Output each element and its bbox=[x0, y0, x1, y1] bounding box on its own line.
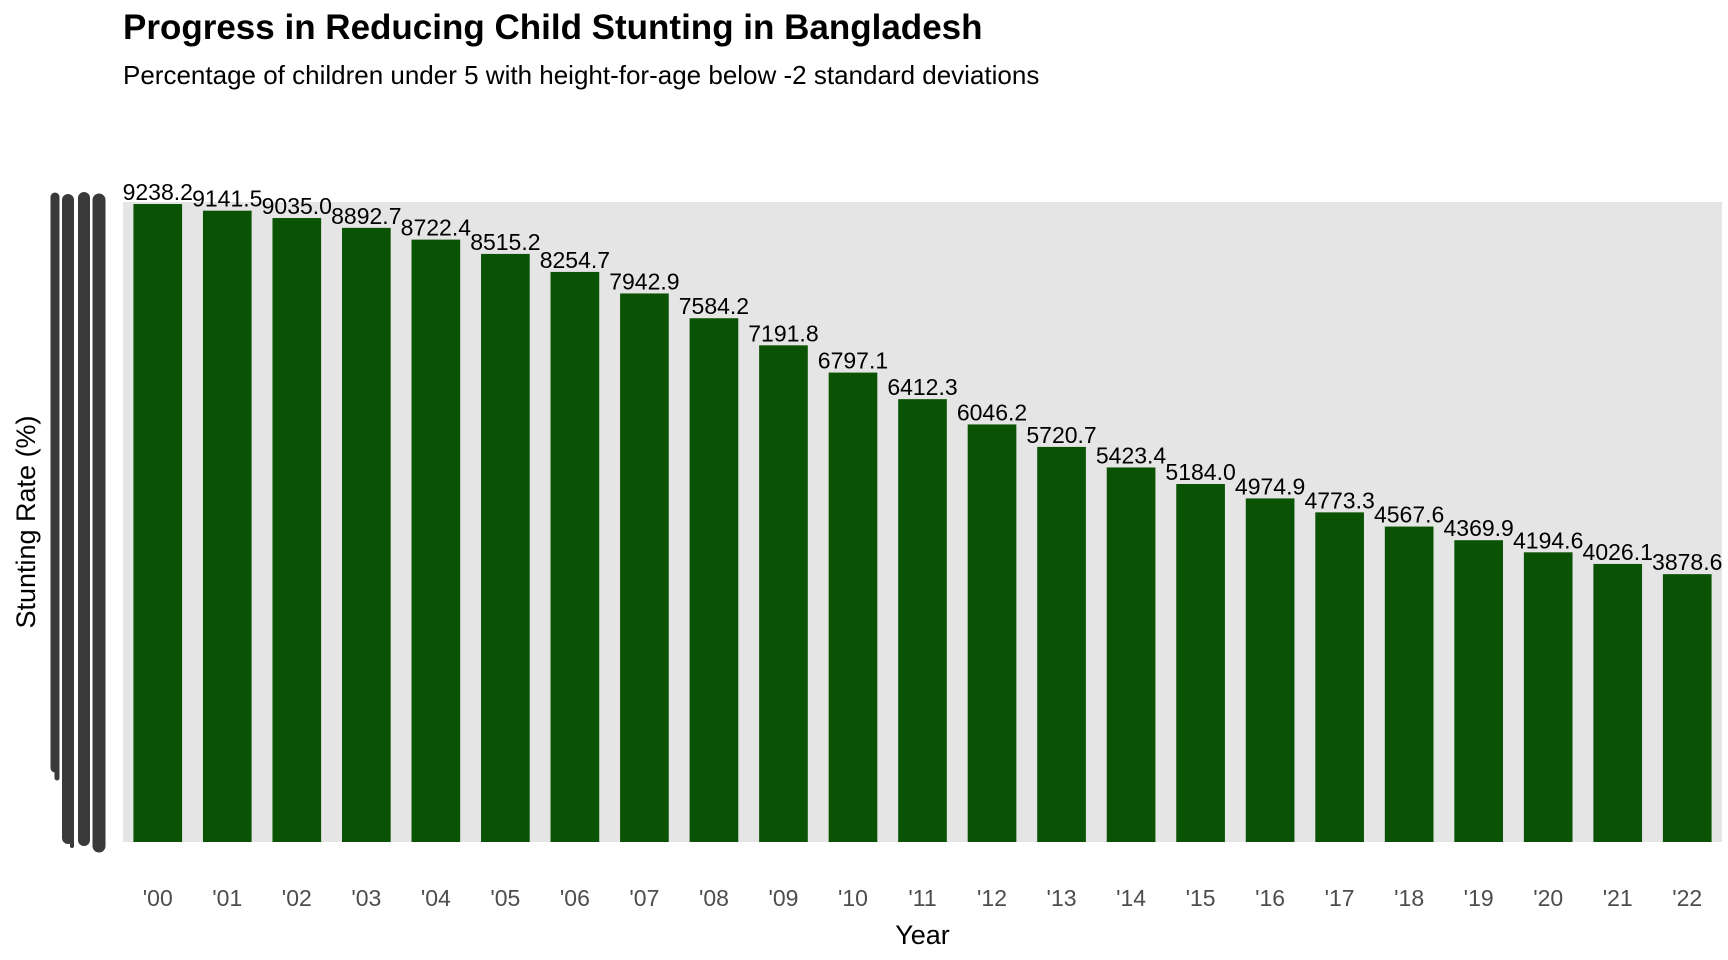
x-tick-label-15: '15 bbox=[1186, 885, 1216, 911]
bar-11 bbox=[898, 399, 947, 842]
data-label-8: 7584.2 bbox=[679, 293, 749, 319]
y-axis-tick-labels bbox=[50, 192, 106, 853]
data-label-12: 6046.2 bbox=[957, 399, 1027, 425]
x-tick-label-2: '02 bbox=[282, 885, 312, 911]
data-label-18: 4567.6 bbox=[1374, 502, 1444, 528]
data-label-2: 9035.0 bbox=[262, 193, 332, 219]
data-label-19: 4369.9 bbox=[1443, 515, 1513, 541]
data-label-1: 9141.5 bbox=[192, 186, 262, 212]
bar-4 bbox=[411, 239, 461, 842]
data-label-10: 6797.1 bbox=[818, 348, 888, 374]
data-label-21: 4026.1 bbox=[1583, 539, 1653, 565]
x-tick-label-0: '00 bbox=[143, 885, 173, 911]
data-label-7: 7942.9 bbox=[609, 268, 679, 294]
x-tick-label-14: '14 bbox=[1116, 885, 1146, 911]
data-label-22: 3878.6 bbox=[1652, 549, 1722, 575]
x-tick-label-19: '19 bbox=[1464, 885, 1494, 911]
x-tick-label-5: '05 bbox=[490, 885, 520, 911]
data-labels-group: 9238.2 9141.5 9035.0 8892.7 8722.48515.28254… bbox=[123, 179, 1723, 575]
bars-group bbox=[133, 204, 1712, 842]
bar-2 bbox=[272, 218, 322, 842]
data-label-3: 8892.7 bbox=[331, 203, 401, 229]
x-tick-label-3: '03 bbox=[351, 885, 381, 911]
x-tick-label-11: '11 bbox=[908, 885, 936, 911]
bar-20 bbox=[1523, 552, 1573, 842]
x-tick-label-7: '07 bbox=[629, 885, 659, 911]
bar-22 bbox=[1662, 574, 1712, 842]
data-label-13: 5720.7 bbox=[1026, 422, 1096, 448]
bar-1 bbox=[202, 210, 252, 842]
data-label-4: 8722.4 bbox=[401, 215, 472, 241]
data-label-5: 8515.2 bbox=[470, 229, 540, 255]
bar-8 bbox=[689, 318, 739, 842]
data-label-14: 5423.4 bbox=[1096, 442, 1167, 468]
x-tick-label-8: '08 bbox=[699, 885, 729, 911]
data-label-9: 7191.8 bbox=[748, 320, 818, 346]
bar-10 bbox=[828, 372, 878, 842]
bar-17 bbox=[1315, 512, 1364, 842]
bar-18 bbox=[1384, 526, 1434, 842]
bar-9 bbox=[759, 345, 808, 842]
x-tick-label-9: '09 bbox=[768, 885, 798, 911]
x-tick-label-21: '21 bbox=[1603, 885, 1633, 911]
x-tick-label-20: '20 bbox=[1533, 885, 1563, 911]
chart-subtitle: Percentage of children under 5 with heig… bbox=[123, 60, 1040, 90]
bar-13 bbox=[1037, 446, 1086, 842]
x-tick-label-6: '06 bbox=[560, 885, 590, 911]
bar-14 bbox=[1106, 467, 1156, 842]
x-tick-label-17: '17 bbox=[1325, 885, 1355, 911]
bar-0 bbox=[133, 204, 183, 842]
x-axis-title: Year bbox=[895, 920, 950, 950]
chart-title: Progress in Reducing Child Stunting in B… bbox=[123, 8, 983, 47]
y-axis-title: Stunting Rate (%) bbox=[11, 415, 41, 628]
x-tick-label-13: '13 bbox=[1047, 885, 1077, 911]
bar-15 bbox=[1176, 483, 1225, 842]
x-tick-label-12: '12 bbox=[977, 885, 1007, 911]
bar-3 bbox=[341, 227, 391, 842]
bar-19 bbox=[1454, 540, 1504, 842]
x-tick-label-10: '10 bbox=[838, 885, 868, 911]
x-tick-label-4: '04 bbox=[421, 885, 451, 911]
data-label-6: 8254.7 bbox=[540, 247, 610, 273]
data-label-17: 4773.3 bbox=[1304, 487, 1374, 513]
x-tick-label-16: '16 bbox=[1255, 885, 1285, 911]
bar-21 bbox=[1593, 563, 1643, 842]
bar-7 bbox=[620, 293, 669, 842]
data-label-0: 9238.2 bbox=[123, 179, 193, 205]
x-tick-label-22: '22 bbox=[1672, 885, 1702, 911]
x-tick-label-18: '18 bbox=[1394, 885, 1424, 911]
x-tick-label-1: '01 bbox=[212, 885, 242, 911]
data-label-20: 4194.6 bbox=[1513, 527, 1583, 553]
bar-12 bbox=[967, 424, 1017, 842]
bar-6 bbox=[550, 271, 600, 842]
x-axis-tick-labels: '00 '01 '02 '03 '04 '05 '06 '07 '08 '09 '10 '11 '12 '… bbox=[143, 885, 1702, 911]
bar-16 bbox=[1245, 498, 1295, 842]
data-label-11: 6412.3 bbox=[887, 374, 957, 400]
data-label-16: 4974.9 bbox=[1235, 473, 1305, 499]
bar-5 bbox=[481, 253, 530, 842]
data-label-15: 5184.0 bbox=[1165, 459, 1235, 485]
